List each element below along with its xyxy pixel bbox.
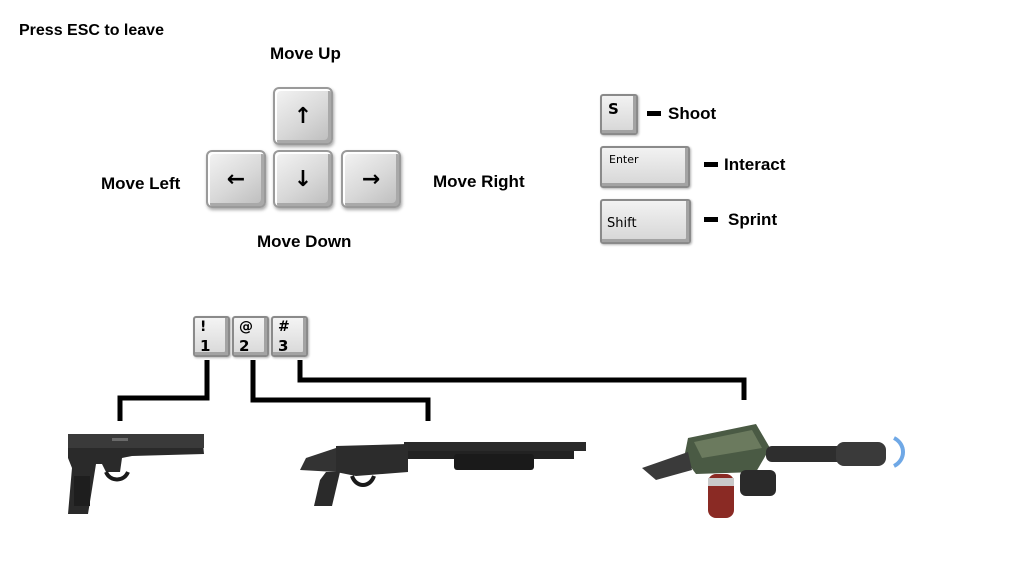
- connector-energy-gun: [300, 360, 744, 400]
- connector-pistol: [120, 360, 207, 421]
- shotgun-icon: [296, 436, 588, 510]
- energy-gun-icon: [636, 418, 912, 522]
- pistol-icon: [62, 428, 206, 518]
- connector-shotgun: [253, 360, 428, 421]
